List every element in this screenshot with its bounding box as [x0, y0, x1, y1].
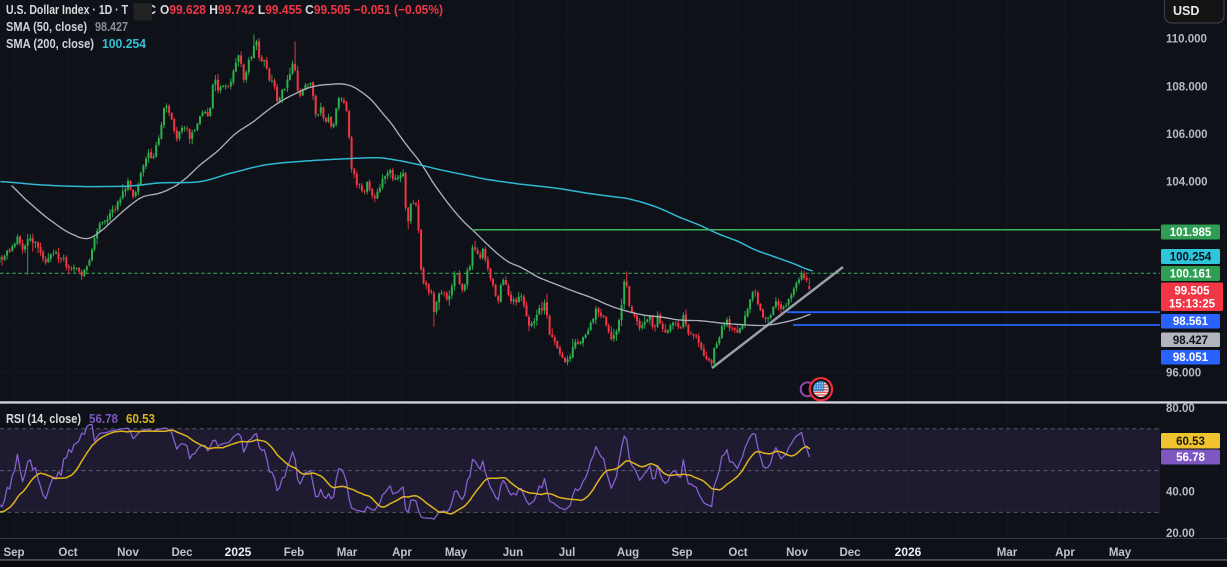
svg-text:May: May: [1109, 547, 1132, 559]
svg-text:May: May: [445, 547, 468, 559]
svg-text:98.427: 98.427: [1173, 335, 1208, 347]
svg-text:Mar: Mar: [997, 547, 1018, 559]
svg-text:Mar: Mar: [337, 547, 358, 559]
svg-text:Oct: Oct: [58, 547, 77, 559]
svg-text:USD: USD: [1173, 4, 1199, 18]
svg-text:RSI (14, close): RSI (14, close): [6, 412, 81, 426]
svg-text:Dec: Dec: [171, 547, 193, 559]
svg-text:Dec: Dec: [839, 547, 861, 559]
svg-text:104.000: 104.000: [1166, 177, 1208, 189]
svg-text:100.254: 100.254: [1170, 252, 1212, 264]
svg-text:Jul: Jul: [559, 547, 576, 559]
svg-text:Feb: Feb: [284, 547, 304, 559]
svg-text:Nov: Nov: [786, 547, 808, 559]
svg-text:100.161: 100.161: [1170, 269, 1212, 281]
svg-text:80.00: 80.00: [1166, 403, 1195, 415]
svg-text:20.00: 20.00: [1166, 528, 1195, 540]
svg-text:SMA (50, close): SMA (50, close): [6, 20, 87, 34]
svg-text:Sep: Sep: [671, 547, 692, 559]
svg-text:99.505: 99.505: [1174, 286, 1210, 298]
svg-text:98.427: 98.427: [95, 20, 128, 34]
svg-text:40.00: 40.00: [1166, 487, 1195, 499]
svg-text:101.985: 101.985: [1170, 227, 1212, 239]
svg-text:15:13:25: 15:13:25: [1169, 299, 1216, 311]
svg-text:100.254: 100.254: [102, 37, 146, 51]
svg-text:108.000: 108.000: [1166, 81, 1208, 93]
svg-text:Nov: Nov: [117, 547, 139, 559]
svg-text:Apr: Apr: [1055, 547, 1075, 559]
svg-text:Jun: Jun: [503, 547, 523, 559]
svg-text:Apr: Apr: [392, 547, 412, 559]
svg-text:60.53: 60.53: [1176, 436, 1205, 448]
svg-text:SMA (200, close): SMA (200, close): [6, 37, 94, 51]
svg-text:106.000: 106.000: [1166, 129, 1208, 141]
svg-text:56.78: 56.78: [89, 412, 118, 426]
svg-text:Aug: Aug: [617, 547, 639, 559]
svg-text:Oct: Oct: [728, 547, 747, 559]
svg-text:Sep: Sep: [3, 547, 24, 559]
svg-text:U.S. Dollar Index · 1D · T: U.S. Dollar Index · 1D · T: [6, 2, 128, 17]
svg-text:2025: 2025: [225, 545, 252, 559]
svg-text:O99.628 H99.742 L99.455 C99.50: O99.628 H99.742 L99.455 C99.505 −0.051 (…: [160, 2, 443, 17]
svg-text:98.051: 98.051: [1173, 352, 1209, 364]
svg-text:2026: 2026: [895, 545, 922, 559]
svg-text:60.53: 60.53: [126, 412, 155, 426]
svg-text:56.78: 56.78: [1176, 452, 1205, 464]
svg-text:110.000: 110.000: [1166, 34, 1207, 46]
svg-text:96.000: 96.000: [1166, 368, 1201, 380]
svg-text:98.561: 98.561: [1173, 316, 1209, 328]
